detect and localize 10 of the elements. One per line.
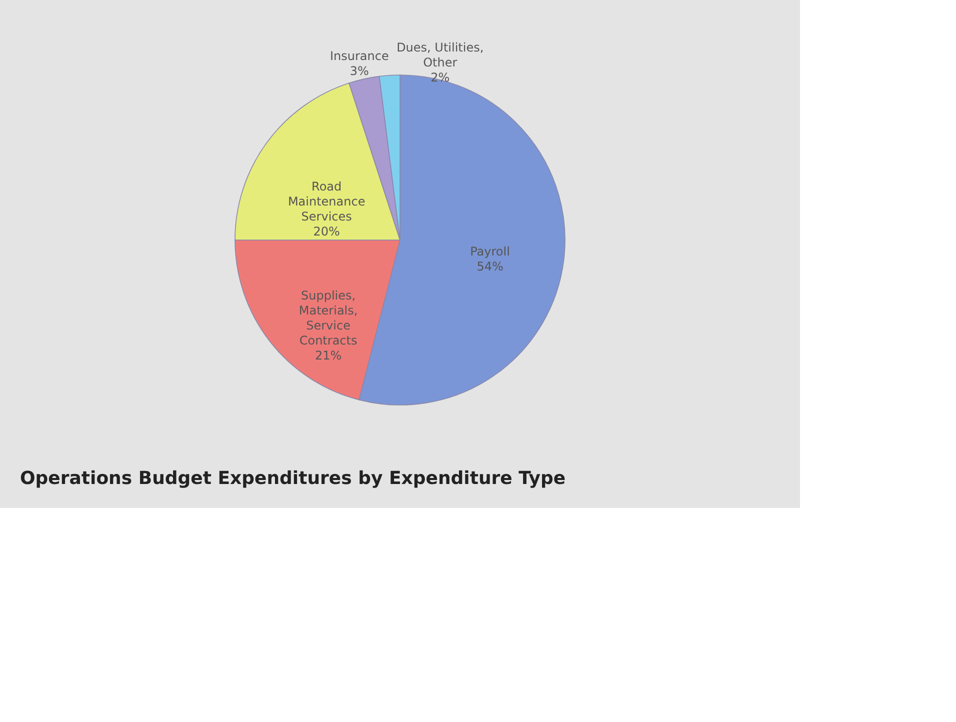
- data-label: 3%: [350, 64, 369, 78]
- slice-label: Insurance: [330, 48, 389, 63]
- slice-label: Payroll: [470, 244, 510, 258]
- text: Operations Budget Expenditures by Expenditure Type: [20, 468, 566, 489]
- slice-label: Road Maintenance Services: [288, 180, 366, 224]
- data-label: 54%: [476, 259, 504, 274]
- data-label: 20%: [313, 224, 340, 239]
- data-label: 21%: [314, 348, 342, 363]
- slice-label: Supplies, Materials, Service Contracts: [298, 288, 358, 348]
- slice-label: Dues, Utilities, Other: [396, 40, 484, 70]
